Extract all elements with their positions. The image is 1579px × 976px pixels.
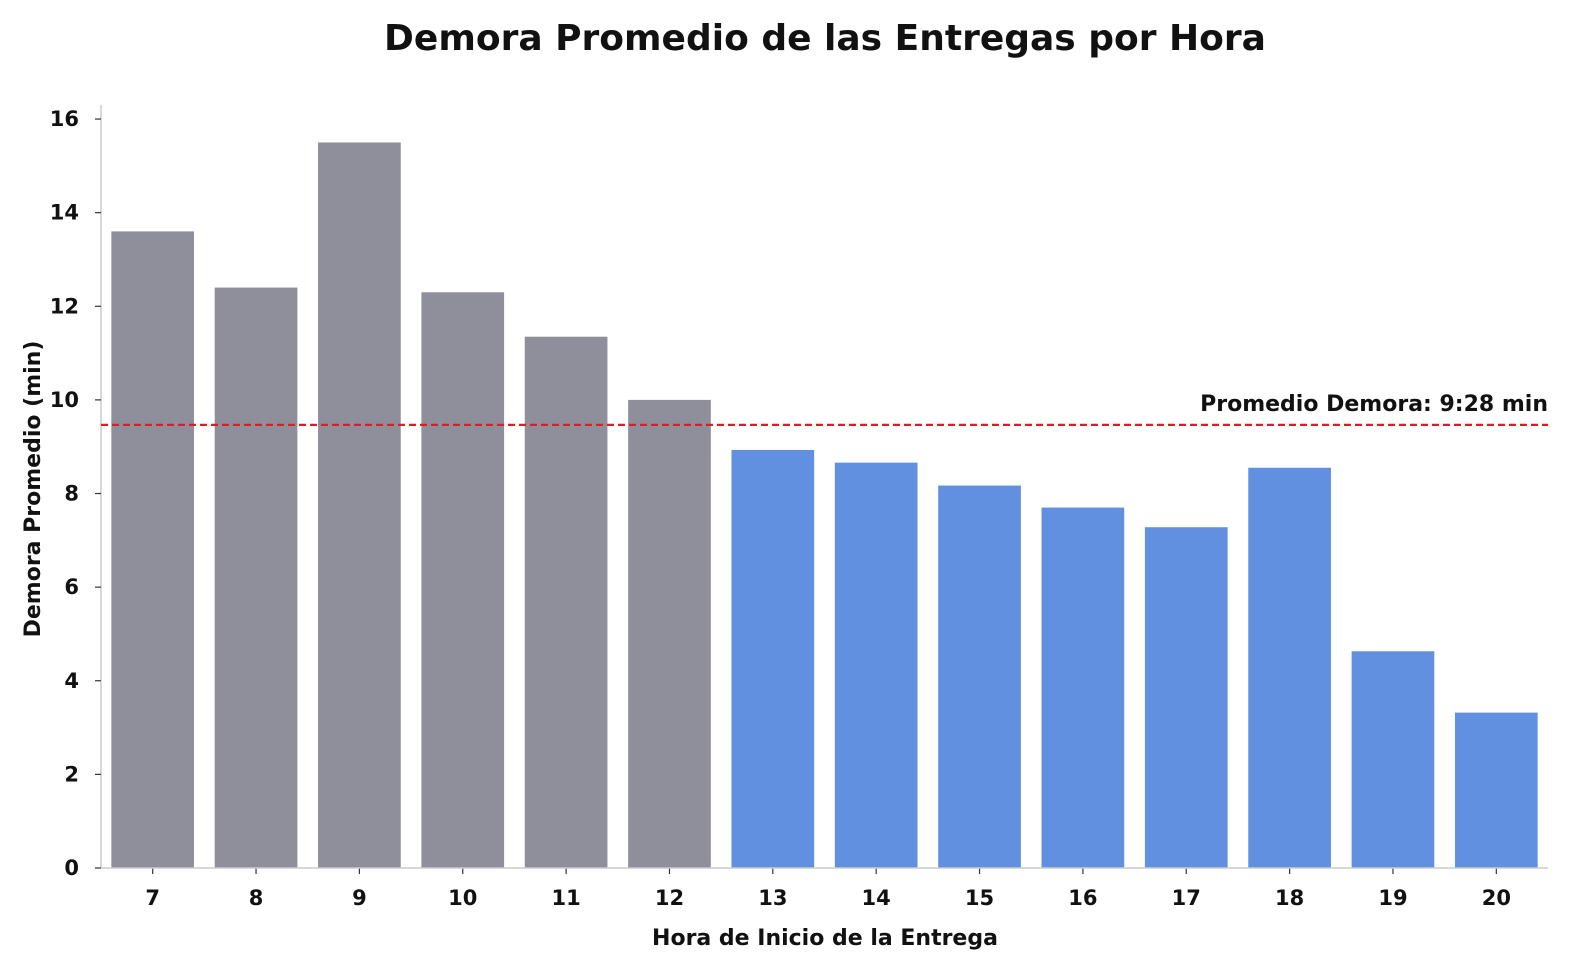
bar-9 [318, 142, 401, 868]
y-tick-label: 8 [64, 482, 79, 506]
bar-10 [421, 292, 505, 868]
y-tick-label: 0 [64, 856, 79, 880]
y-tick-label: 14 [50, 201, 79, 225]
bars-group [111, 142, 1538, 869]
y-tick-label: 2 [64, 762, 79, 786]
bar-11 [524, 336, 608, 868]
bar-17 [1144, 527, 1228, 868]
bar-13 [731, 449, 815, 868]
x-tick-label: 7 [145, 886, 160, 910]
bar-12 [628, 399, 711, 868]
x-tick-label: 10 [448, 886, 477, 910]
x-tick-label: 17 [1172, 886, 1201, 910]
x-axis-label: Hora de Inicio de la Entrega [652, 926, 998, 951]
bar-7 [111, 231, 195, 869]
x-tick-label: 19 [1378, 886, 1407, 910]
bar-16 [1041, 507, 1125, 868]
x-tick-label: 15 [965, 886, 994, 910]
bar-20 [1454, 712, 1538, 868]
y-axis: 0 2 4 6 8 10 12 14 16 [50, 105, 102, 880]
x-tick-label: 8 [249, 886, 264, 910]
y-tick-label: 4 [64, 669, 79, 693]
y-tick-label: 12 [50, 294, 79, 318]
y-tick-label: 16 [50, 107, 79, 131]
x-tick-label: 14 [862, 886, 891, 910]
x-axis: 7 8 9 10 11 12 13 14 15 16 17 18 19 20 [101, 867, 1548, 910]
bar-15 [938, 485, 1021, 868]
chart-title: Demora Promedio de las Entregas por Hora [384, 18, 1266, 59]
average-annotation: Promedio Demora: 9:28 min [1200, 392, 1548, 417]
x-tick-label: 13 [758, 886, 787, 910]
x-tick-label: 11 [551, 886, 580, 910]
x-tick-label: 16 [1068, 886, 1097, 910]
reference-line-group: Promedio Demora: 9:28 min [101, 392, 1548, 426]
bar-8 [214, 287, 298, 868]
x-tick-label: 9 [352, 886, 367, 910]
x-tick-label: 12 [655, 886, 684, 910]
x-tick-label: 20 [1482, 886, 1511, 910]
bar-14 [834, 462, 918, 868]
y-axis-label: Demora Promedio (min) [21, 341, 46, 638]
y-tick-label: 6 [64, 575, 79, 599]
x-tick-label: 18 [1275, 886, 1304, 910]
bar-18 [1248, 467, 1331, 868]
bar-19 [1351, 651, 1435, 868]
y-tick-label: 10 [50, 388, 79, 412]
